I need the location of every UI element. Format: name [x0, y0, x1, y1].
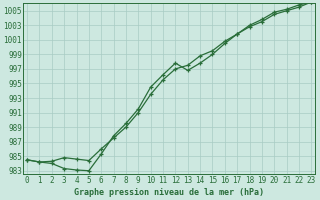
X-axis label: Graphe pression niveau de la mer (hPa): Graphe pression niveau de la mer (hPa) — [74, 188, 264, 197]
